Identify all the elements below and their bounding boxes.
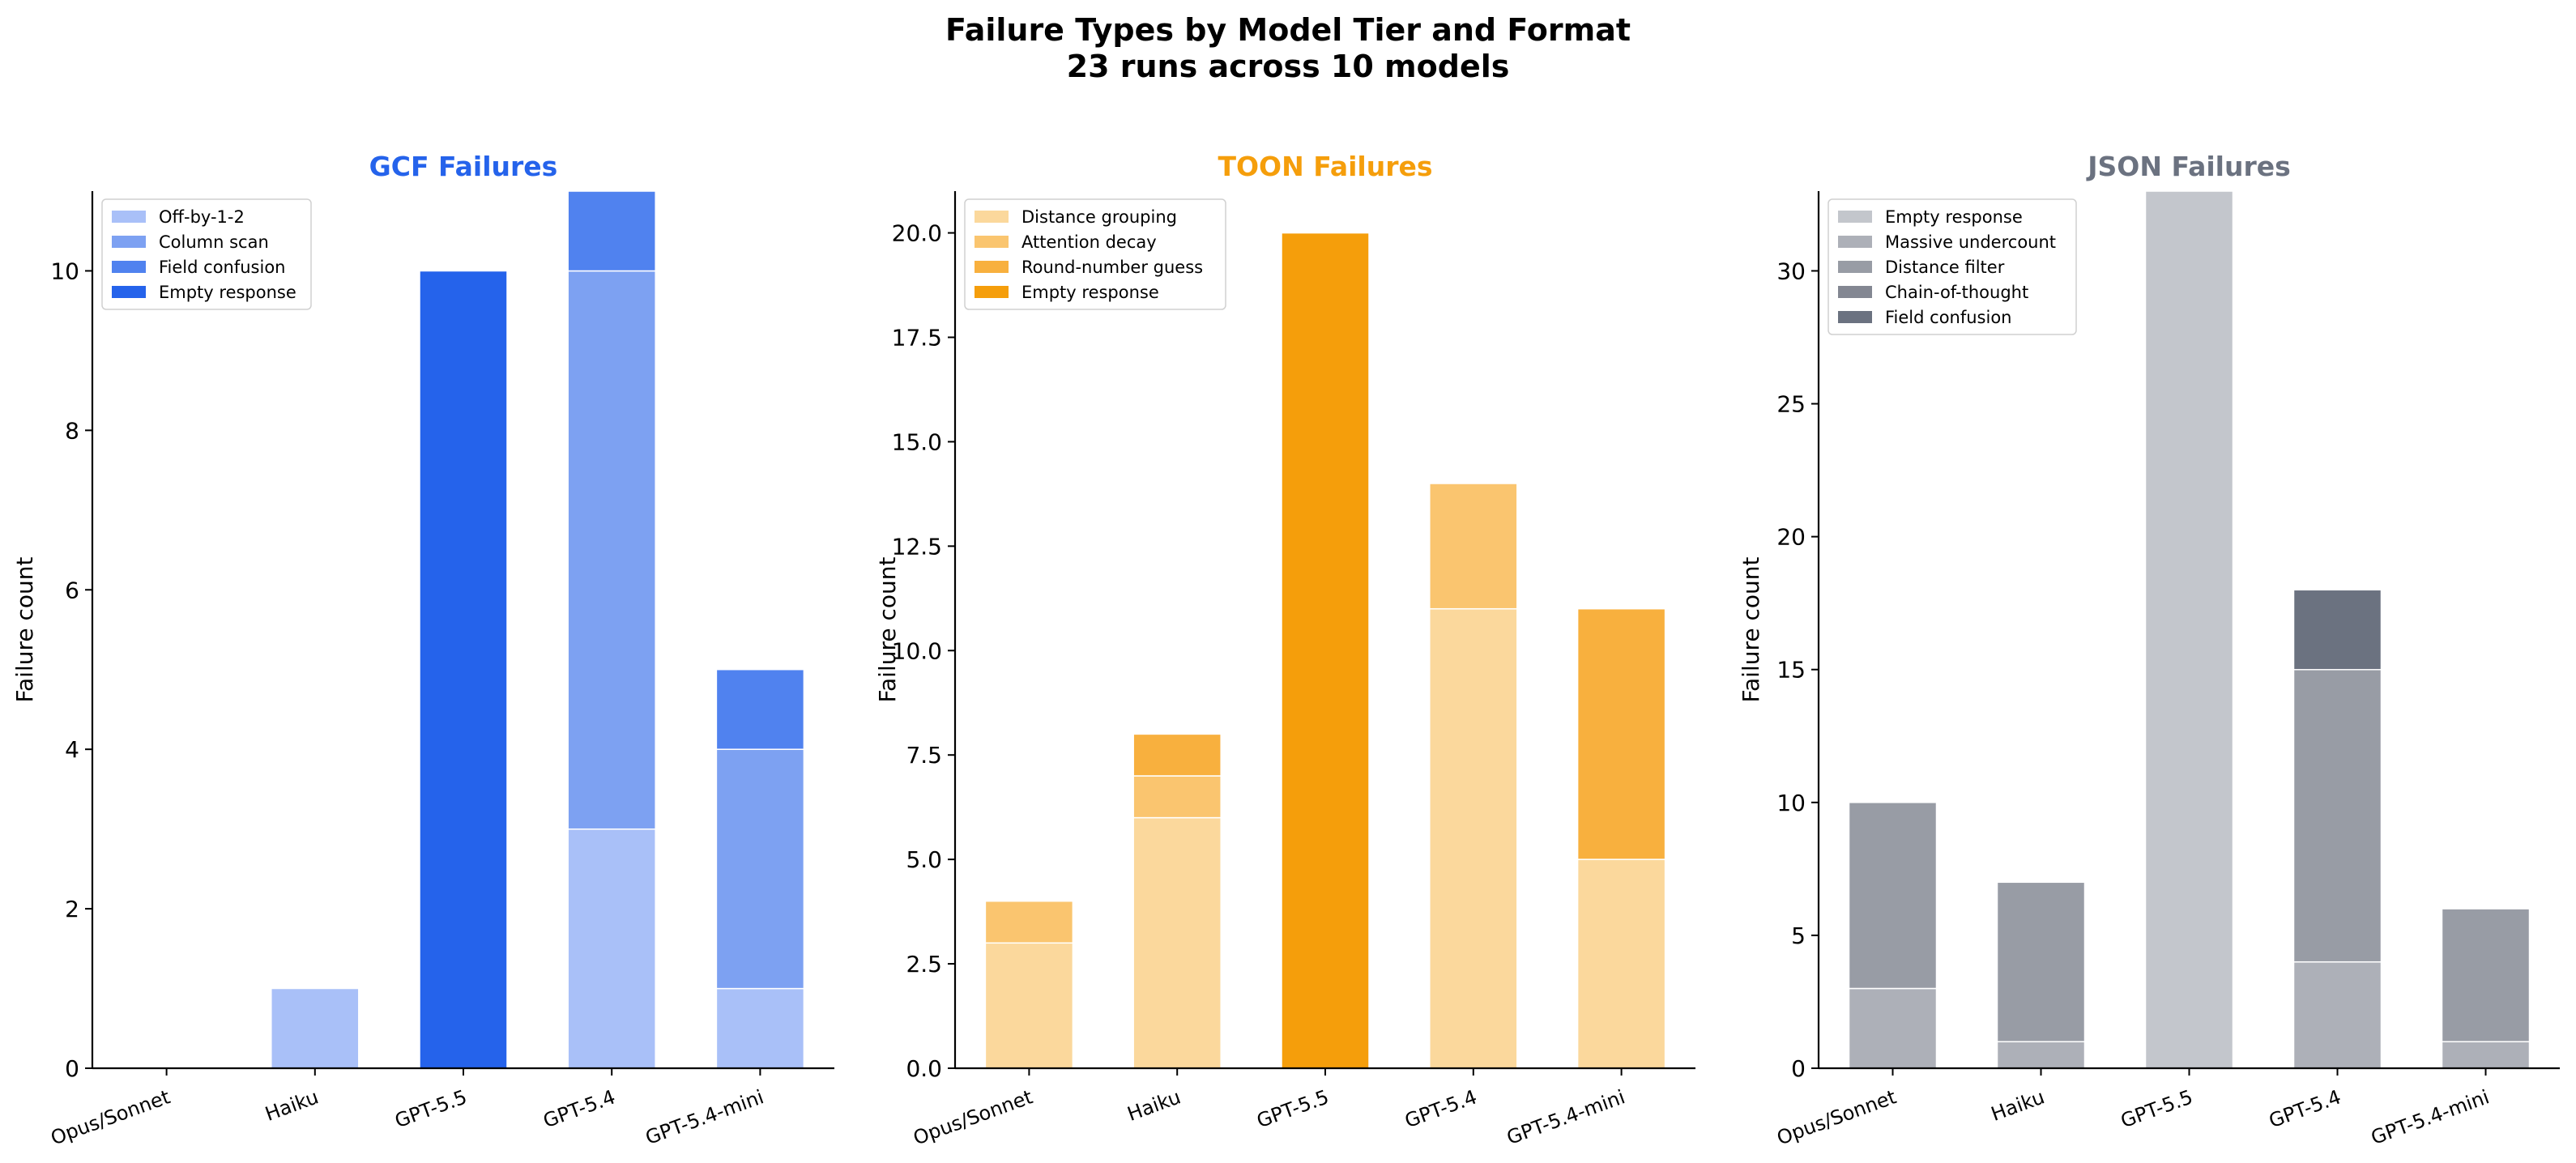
legend-label: Empty response — [159, 283, 296, 302]
chart-title: GCF Failures — [369, 151, 558, 182]
bar-segment — [1996, 881, 2086, 1042]
legend-label: Field confusion — [159, 258, 286, 277]
bar-segment — [2144, 190, 2234, 1069]
bar-segment — [567, 190, 656, 272]
y-tick-label: 6 — [65, 577, 79, 603]
chart-panel-2: 0.02.55.07.510.012.515.017.520.0Opus/Son… — [874, 151, 1695, 1149]
y-tick-label: 20 — [1776, 524, 1806, 551]
legend-swatch — [112, 286, 146, 298]
bar-segment — [2292, 961, 2382, 1069]
y-axis-label: Failure count — [11, 556, 38, 702]
legend-label: Chain-of-thought — [1885, 283, 2028, 302]
bar-segment — [2441, 1041, 2531, 1069]
legend-swatch — [112, 211, 146, 223]
legend-label: Distance filter — [1885, 258, 2005, 277]
y-tick-label: 15.0 — [892, 428, 942, 455]
bar-segment — [1848, 802, 1938, 990]
chart-title: JSON Failures — [2086, 151, 2291, 182]
y-tick-label: 0 — [1791, 1055, 1806, 1082]
bar-segment — [1996, 1041, 2086, 1069]
legend-box — [1828, 198, 2077, 335]
y-tick-label: 0.0 — [906, 1055, 942, 1082]
bar-segment — [1132, 816, 1222, 1069]
y-tick-label: 10 — [50, 258, 79, 284]
y-tick-label: 15 — [1776, 657, 1806, 684]
bar-segment — [567, 270, 656, 830]
legend-label: Round-number guess — [1021, 258, 1203, 277]
legend-swatch — [975, 236, 1009, 248]
bar-segment — [1576, 607, 1666, 860]
legend-label: Distance grouping — [1021, 207, 1177, 227]
legend-swatch — [1838, 286, 1872, 298]
y-axis-label: Failure count — [874, 556, 901, 702]
figure-subtitle: 23 runs across 10 models — [1067, 49, 1510, 84]
legend: Off-by-1-2 Column scan Field confusion Empt… — [101, 198, 312, 310]
y-tick-label: 10 — [1776, 790, 1806, 816]
legend-box — [964, 198, 1226, 310]
legend-swatch — [975, 286, 1009, 298]
bar-segment — [1848, 987, 1938, 1069]
legend-swatch — [975, 261, 1009, 273]
bar-segment — [1576, 858, 1666, 1069]
y-tick-label: 8 — [65, 417, 79, 444]
bar-segment — [715, 668, 805, 750]
bar-segment — [1429, 607, 1518, 1069]
y-axis-label: Failure count — [1738, 556, 1764, 702]
bar-segment — [567, 828, 656, 1069]
bar-segment — [2292, 589, 2382, 671]
bar-segment — [984, 942, 1074, 1069]
legend-label: Field confusion — [1885, 308, 2012, 327]
legend-swatch — [975, 211, 1009, 223]
legend-label: Empty response — [1885, 207, 2023, 227]
bar-segment — [419, 270, 508, 1069]
y-tick-label: 0 — [65, 1055, 79, 1082]
bar-segment — [1132, 775, 1222, 819]
bar-segment — [715, 987, 805, 1069]
y-tick-label: 17.5 — [892, 325, 942, 351]
bar-segment — [271, 987, 360, 1069]
y-tick-label: 12.5 — [892, 533, 942, 560]
y-tick-label: 30 — [1776, 258, 1806, 284]
bar-segment — [984, 900, 1074, 944]
y-tick-label: 2.5 — [906, 951, 942, 978]
y-tick-label: 7.5 — [906, 742, 942, 769]
legend-label: Massive undercount — [1885, 232, 2056, 252]
bar-segment — [1429, 483, 1518, 610]
bar-segment — [715, 748, 805, 990]
y-tick-label: 5 — [1791, 922, 1806, 949]
legend-box — [101, 198, 312, 310]
legend-label: Off-by-1-2 — [159, 207, 245, 227]
y-tick-label: 2 — [65, 896, 79, 922]
y-tick-label: 5.0 — [906, 846, 942, 873]
bar-segment — [2292, 668, 2382, 963]
bar-segment — [2441, 908, 2531, 1042]
legend-swatch — [112, 236, 146, 248]
bar-segment — [1132, 733, 1222, 777]
legend-swatch — [1838, 211, 1872, 223]
figure-title: Failure Types by Model Tier and Format — [945, 12, 1631, 48]
legend-swatch — [1838, 236, 1872, 248]
y-tick-label: 20.0 — [892, 220, 942, 247]
legend-label: Column scan — [159, 232, 269, 252]
legend: Empty response Massive undercount Distance… — [1828, 198, 2077, 335]
y-tick-label: 25 — [1776, 391, 1806, 418]
bar-segment — [1281, 232, 1370, 1069]
legend-swatch — [112, 261, 146, 273]
legend-label: Attention decay — [1021, 232, 1157, 252]
legend: Distance grouping Attention decay Round-nu… — [964, 198, 1226, 310]
chart-title: TOON Failures — [1218, 151, 1432, 182]
legend-label: Empty response — [1021, 283, 1159, 302]
y-tick-label: 4 — [65, 736, 79, 763]
y-tick-label: 10.0 — [892, 637, 942, 664]
legend-swatch — [1838, 311, 1872, 323]
legend-swatch — [1838, 261, 1872, 273]
